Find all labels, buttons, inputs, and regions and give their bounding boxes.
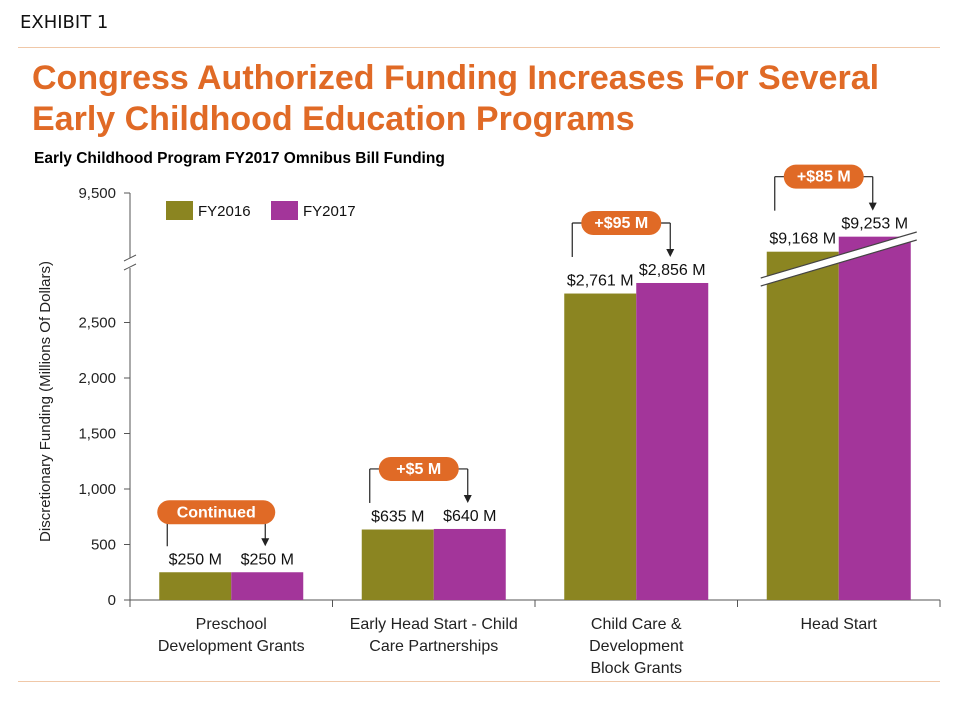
legend-swatch-fy2017: [271, 201, 298, 220]
y-tick-label: 9,500: [78, 185, 116, 202]
y-tick-label: 0: [108, 592, 116, 609]
category-label: Preschool: [196, 616, 267, 633]
chart-subtitle: Early Childhood Program FY2017 Omnibus B…: [34, 150, 445, 167]
bar-fy2017: [636, 282, 709, 600]
y-tick-label: 2,500: [78, 315, 116, 332]
y-tick-label: 1,500: [78, 426, 116, 443]
change-pill: [378, 456, 459, 481]
bottom-divider: [18, 681, 940, 682]
legend-label: FY2017: [303, 203, 356, 220]
bar-value-label: $640 M: [443, 508, 496, 525]
change-pill: [157, 500, 276, 525]
bar-break-line: [760, 239, 917, 287]
change-pill-label: +$5 M: [396, 461, 441, 478]
bar-value-label: $250 M: [169, 551, 222, 568]
bar-value-label: $2,856 M: [639, 262, 706, 279]
top-divider: [18, 47, 940, 48]
bar-value-label: $635 M: [371, 509, 424, 526]
page-title: Congress Authorized Funding Increases Fo…: [32, 59, 880, 138]
category-label: Head Start: [801, 616, 878, 633]
bar-fy2016: [564, 293, 637, 600]
bar-value-label: $250 M: [241, 551, 294, 568]
change-pill: [581, 210, 662, 235]
category-label: Development Grants: [158, 638, 305, 655]
bar-fy2017: [838, 236, 911, 600]
change-pill-label: +$85 M: [797, 169, 851, 186]
bar-break-band: [759, 232, 918, 286]
y-tick-label: 500: [91, 537, 116, 554]
y-tick-label: 1,000: [78, 481, 116, 498]
bar-fy2016: [159, 572, 232, 600]
change-pill-label: Continued: [177, 504, 256, 521]
change-pill: [783, 164, 864, 189]
bar-value-label: $9,253 M: [841, 216, 908, 233]
change-arrowhead: [666, 248, 675, 257]
bar-fy2016: [766, 251, 839, 600]
category-label: Block Grants: [590, 660, 682, 677]
axis-break-mark: [123, 254, 137, 262]
change-arrowhead: [261, 538, 270, 547]
y-axis-title: Discretionary Funding (Millions Of Dolla…: [37, 261, 54, 542]
change-pill-label: +$95 M: [594, 215, 648, 232]
legend-label: FY2016: [198, 203, 251, 220]
y-tick-label: 2,000: [78, 370, 116, 387]
change-arrowhead: [463, 494, 472, 503]
legend-swatch-fy2016: [166, 201, 193, 220]
change-arrowhead: [868, 202, 877, 211]
bar-break-line: [760, 231, 917, 279]
bar-fy2017: [231, 572, 304, 600]
category-label: Care Partnerships: [369, 638, 498, 655]
exhibit-label: EXHIBIT 1: [20, 12, 109, 33]
bar-value-label: $9,168 M: [769, 231, 836, 248]
bar-value-label: $2,761 M: [567, 273, 634, 290]
category-label: Child Care &: [591, 616, 682, 633]
axis-break-mark: [123, 263, 137, 271]
bar-fy2016: [361, 529, 434, 600]
category-label: Early Head Start - Child: [350, 616, 518, 633]
category-label: Development: [589, 638, 684, 655]
bar-fy2017: [433, 528, 506, 600]
